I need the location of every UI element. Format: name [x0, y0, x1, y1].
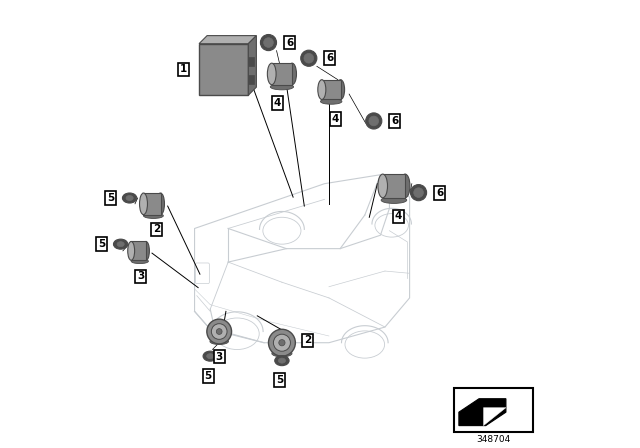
Ellipse shape	[117, 241, 124, 247]
Ellipse shape	[210, 338, 228, 345]
Ellipse shape	[113, 239, 128, 249]
Circle shape	[301, 50, 317, 66]
Ellipse shape	[275, 356, 289, 366]
Ellipse shape	[381, 197, 407, 203]
Ellipse shape	[318, 80, 326, 99]
Circle shape	[264, 38, 273, 47]
Ellipse shape	[157, 193, 164, 215]
Text: 2: 2	[153, 224, 160, 234]
Ellipse shape	[128, 241, 134, 260]
Circle shape	[369, 116, 379, 126]
Text: 2: 2	[304, 336, 312, 345]
Circle shape	[279, 340, 285, 346]
Circle shape	[413, 188, 424, 198]
Ellipse shape	[207, 353, 214, 359]
Ellipse shape	[268, 63, 276, 85]
Ellipse shape	[270, 84, 294, 90]
Circle shape	[304, 53, 314, 63]
Ellipse shape	[131, 259, 148, 263]
Ellipse shape	[140, 193, 147, 215]
Text: 4: 4	[274, 98, 281, 108]
Ellipse shape	[122, 193, 137, 203]
Ellipse shape	[143, 241, 149, 260]
Text: 6: 6	[436, 188, 444, 198]
Ellipse shape	[378, 174, 387, 198]
Polygon shape	[248, 36, 257, 95]
Text: 6: 6	[326, 53, 333, 63]
Circle shape	[410, 185, 427, 201]
Circle shape	[260, 34, 276, 51]
Ellipse shape	[321, 99, 342, 104]
Text: 5: 5	[98, 239, 106, 249]
Ellipse shape	[203, 351, 218, 361]
Polygon shape	[484, 408, 506, 426]
Circle shape	[207, 319, 232, 344]
Circle shape	[365, 113, 382, 129]
Ellipse shape	[337, 80, 344, 99]
Bar	[454, 388, 533, 432]
Bar	[248, 57, 253, 66]
Text: 5: 5	[204, 371, 212, 381]
Bar	[248, 75, 253, 84]
Text: 3: 3	[137, 271, 145, 281]
Bar	[199, 44, 248, 95]
Text: 4: 4	[332, 114, 339, 124]
Circle shape	[216, 329, 222, 334]
Text: 5: 5	[107, 193, 115, 203]
Text: 348704: 348704	[476, 435, 511, 444]
FancyBboxPatch shape	[131, 241, 146, 260]
FancyBboxPatch shape	[322, 80, 340, 99]
Ellipse shape	[278, 358, 285, 363]
Text: 6: 6	[391, 116, 399, 126]
Circle shape	[273, 334, 291, 351]
Polygon shape	[199, 36, 257, 44]
Ellipse shape	[272, 350, 292, 357]
Circle shape	[269, 329, 296, 356]
Ellipse shape	[143, 213, 163, 219]
Text: 5: 5	[276, 375, 284, 385]
FancyBboxPatch shape	[143, 193, 161, 215]
Text: 3: 3	[216, 352, 223, 362]
Text: 1: 1	[180, 65, 187, 74]
Ellipse shape	[126, 195, 133, 201]
Polygon shape	[459, 399, 506, 426]
FancyBboxPatch shape	[383, 174, 405, 198]
Ellipse shape	[288, 63, 296, 85]
FancyBboxPatch shape	[272, 63, 292, 85]
Ellipse shape	[401, 174, 410, 198]
Text: 4: 4	[395, 211, 402, 221]
Text: 6: 6	[286, 38, 293, 47]
Circle shape	[211, 324, 227, 339]
